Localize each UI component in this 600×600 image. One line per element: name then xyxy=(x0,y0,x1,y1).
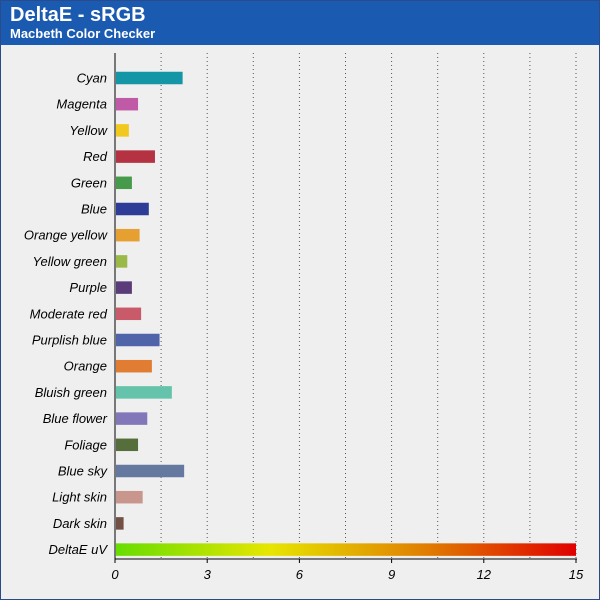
x-tick-label: 3 xyxy=(204,567,212,582)
bar-chart: Cyan Magenta Yellow Red Green Blue Orange yell… xyxy=(24,53,584,582)
bar-orange-yellow xyxy=(116,228,140,242)
bar-dark-skin xyxy=(116,517,124,530)
category-label: Cyan xyxy=(77,71,107,86)
category-label: Blue xyxy=(81,202,107,217)
category-label: Orange xyxy=(64,359,107,374)
category-label: DeltaE uV xyxy=(48,542,108,557)
category-label: Blue sky xyxy=(58,464,109,479)
category-label: Yellow xyxy=(69,123,108,138)
category-label: Moderate red xyxy=(30,306,108,321)
category-label: Red xyxy=(83,149,108,164)
x-tick-label: 12 xyxy=(477,567,492,582)
bar-bluish-green xyxy=(116,386,172,399)
bar-yellow xyxy=(116,124,129,137)
category-label: Orange yellow xyxy=(24,228,109,243)
category-label: Green xyxy=(71,175,107,190)
category-labels: Cyan Magenta Yellow Red Green Blue Orange yell… xyxy=(24,71,109,558)
x-tick-label: 0 xyxy=(111,567,119,582)
x-tick-label: 6 xyxy=(296,567,304,582)
grid-lines xyxy=(114,53,577,560)
bar-magenta xyxy=(116,97,139,111)
bar-purplish-blue xyxy=(116,333,160,347)
bar-yellow-green xyxy=(116,255,128,268)
category-label: Dark skin xyxy=(53,516,107,531)
category-label: Yellow green xyxy=(33,254,107,269)
plot-area: Cyan Magenta Yellow Red Green Blue Orange yell… xyxy=(1,45,599,599)
bar-foliage xyxy=(116,438,139,452)
x-tick-label: 15 xyxy=(569,567,584,582)
bar-moderate-red xyxy=(116,307,142,321)
category-label: Light skin xyxy=(52,490,107,505)
category-label: Foliage xyxy=(64,437,107,452)
x-tick-label: 9 xyxy=(388,567,395,582)
bar-green xyxy=(116,176,132,190)
category-label: Bluish green xyxy=(35,385,107,400)
chart-header: DeltaE - sRGB Macbeth Color Checker xyxy=(1,1,599,45)
category-label: Purple xyxy=(69,280,107,295)
chart-subtitle: Macbeth Color Checker xyxy=(10,26,156,41)
bar-blue xyxy=(116,202,149,216)
bar-blue-flower xyxy=(116,412,148,425)
bar-blue-sky xyxy=(116,464,185,478)
category-label: Magenta xyxy=(56,97,107,112)
bar-orange xyxy=(116,359,152,373)
x-axis-ticks: 0 3 6 9 12 15 xyxy=(111,559,584,582)
bar-purple xyxy=(116,281,132,294)
bar-light-skin xyxy=(116,490,143,504)
bar-red xyxy=(116,150,155,163)
bar-deltae-uv xyxy=(116,543,576,556)
category-label: Purplish blue xyxy=(32,333,107,348)
bar-cyan xyxy=(116,71,183,85)
bars xyxy=(116,71,576,556)
chart-title: DeltaE - sRGB xyxy=(10,4,146,26)
category-label: Blue flower xyxy=(43,411,108,426)
